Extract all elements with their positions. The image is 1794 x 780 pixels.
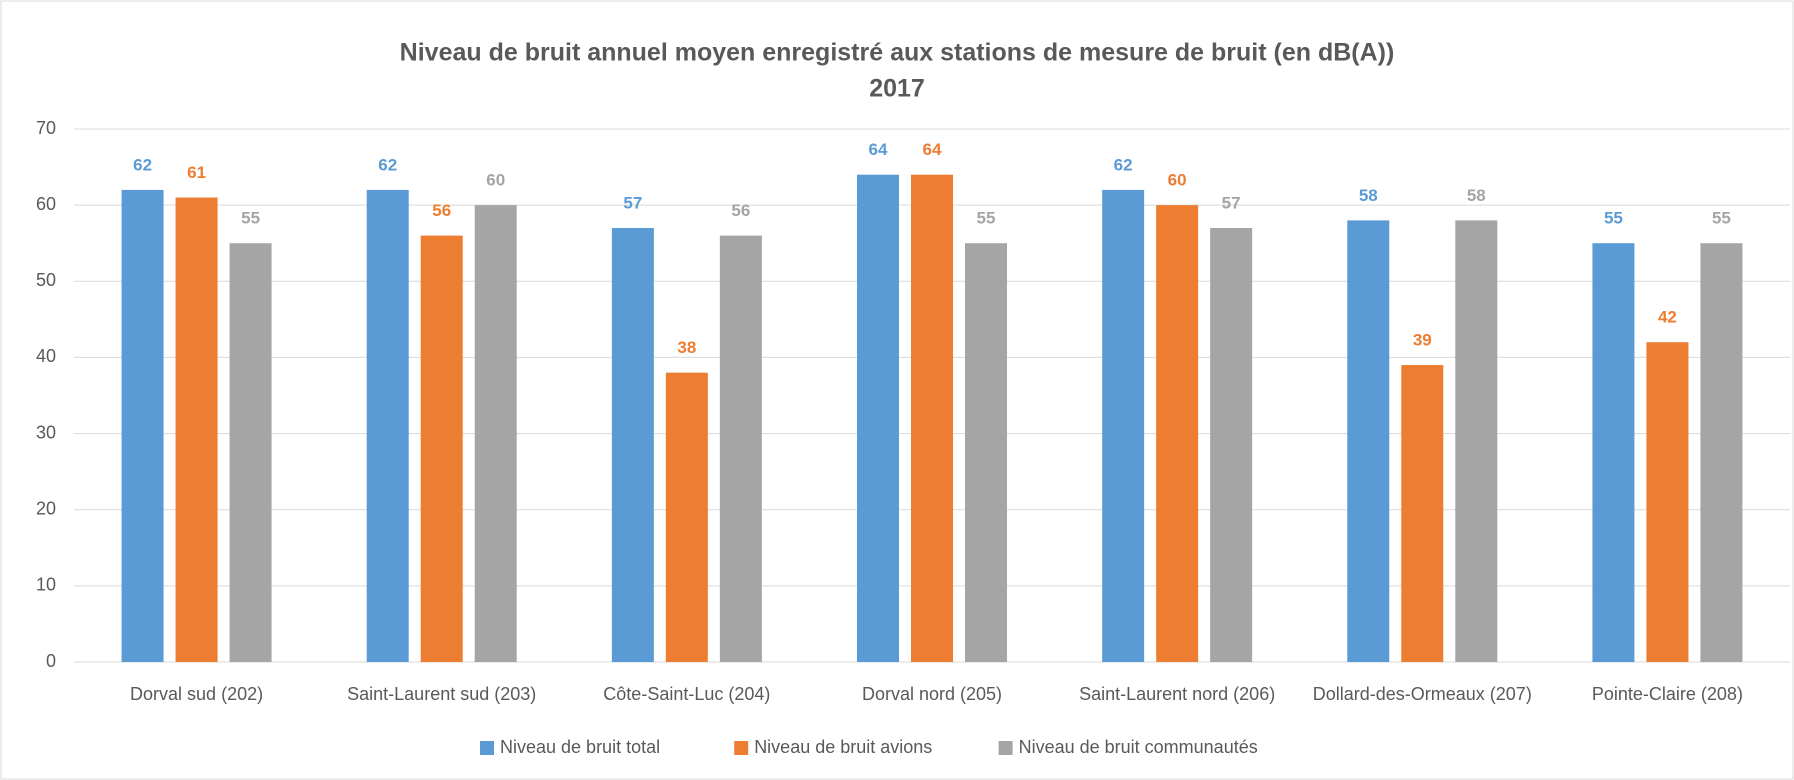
bar <box>1455 220 1498 662</box>
bar <box>1102 189 1145 662</box>
bar <box>1700 243 1743 662</box>
chart-title: Niveau de bruit annuel moyen enregistré … <box>400 39 1395 67</box>
legend-swatch <box>998 741 1013 755</box>
bar <box>1592 243 1635 662</box>
bar <box>1347 220 1390 662</box>
data-label: 64 <box>869 140 888 159</box>
x-tick-label: Pointe-Claire (208) <box>1591 684 1743 704</box>
y-tick-label: 0 <box>46 651 56 671</box>
bar <box>420 235 463 662</box>
y-tick-label: 40 <box>36 346 56 366</box>
y-tick-label: 60 <box>36 194 56 214</box>
y-tick-label: 30 <box>36 422 56 442</box>
y-tick-label: 20 <box>36 498 56 518</box>
x-tick-label: Dollard-des-Ormeaux (207) <box>1312 684 1532 704</box>
bar <box>229 243 272 662</box>
x-tick-label: Dorval sud (202) <box>130 684 264 704</box>
data-label: 61 <box>187 163 206 182</box>
data-label: 56 <box>432 201 451 220</box>
x-tick-label: Côte-Saint-Luc (204) <box>603 684 771 704</box>
y-tick-label: 10 <box>36 575 56 595</box>
data-label: 55 <box>1712 209 1731 228</box>
legend-label: Niveau de bruit total <box>500 737 660 757</box>
data-label: 55 <box>241 209 260 228</box>
legend-swatch <box>480 741 494 755</box>
data-label: 57 <box>623 193 642 212</box>
data-label: 60 <box>1168 171 1187 190</box>
bar <box>366 189 409 662</box>
data-label: 58 <box>1359 186 1378 205</box>
bar <box>474 205 517 662</box>
chart-subtitle: 2017 <box>869 75 925 103</box>
bar <box>665 372 708 662</box>
data-label: 64 <box>923 140 942 159</box>
legend-swatch <box>734 741 749 755</box>
bar <box>965 243 1007 662</box>
bar <box>1210 227 1253 662</box>
data-label: 55 <box>977 209 996 228</box>
data-label: 58 <box>1467 186 1486 205</box>
data-label: 55 <box>1604 209 1623 228</box>
bar <box>1646 342 1689 662</box>
bar <box>1401 365 1444 662</box>
data-label: 56 <box>731 201 750 220</box>
bar <box>911 174 953 662</box>
data-label: 38 <box>677 338 696 357</box>
legend-label: Niveau de bruit avions <box>754 737 932 757</box>
x-tick-label: Saint-Laurent sud (203) <box>347 684 537 704</box>
bar <box>175 197 218 662</box>
bar <box>719 235 762 662</box>
y-tick-label: 50 <box>36 270 56 290</box>
data-label: 39 <box>1413 331 1432 350</box>
bar <box>1156 205 1199 662</box>
data-label: 57 <box>1222 193 1241 212</box>
bar <box>121 189 164 662</box>
x-tick-label: Saint-Laurent nord (206) <box>1079 684 1276 704</box>
bar <box>611 227 654 662</box>
data-label: 62 <box>1114 155 1133 174</box>
data-label: 62 <box>133 155 152 174</box>
data-label: 42 <box>1658 308 1677 327</box>
x-tick-label: Dorval nord (205) <box>861 684 1003 704</box>
bar <box>857 174 899 662</box>
y-tick-label: 70 <box>36 118 56 138</box>
legend-label: Niveau de bruit communautés <box>1019 737 1258 757</box>
data-label: 62 <box>378 155 397 174</box>
data-label: 60 <box>486 171 505 190</box>
